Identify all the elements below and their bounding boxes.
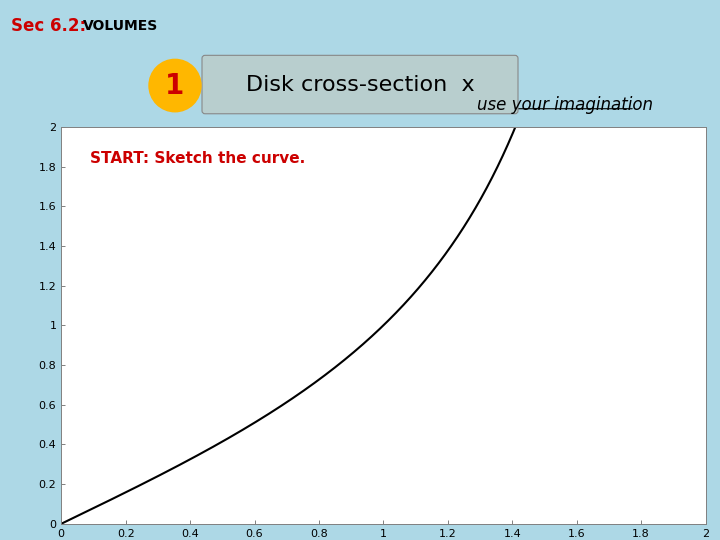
Text: VOLUMES: VOLUMES xyxy=(83,19,158,32)
Text: Disk cross-section  x: Disk cross-section x xyxy=(246,75,474,94)
Text: use your imagination: use your imagination xyxy=(477,96,653,114)
Text: START: Sketch the curve.: START: Sketch the curve. xyxy=(90,151,305,166)
FancyBboxPatch shape xyxy=(202,55,518,114)
Circle shape xyxy=(149,59,201,112)
Text: Sec 6.2:: Sec 6.2: xyxy=(11,17,86,35)
Text: 1: 1 xyxy=(166,72,184,99)
